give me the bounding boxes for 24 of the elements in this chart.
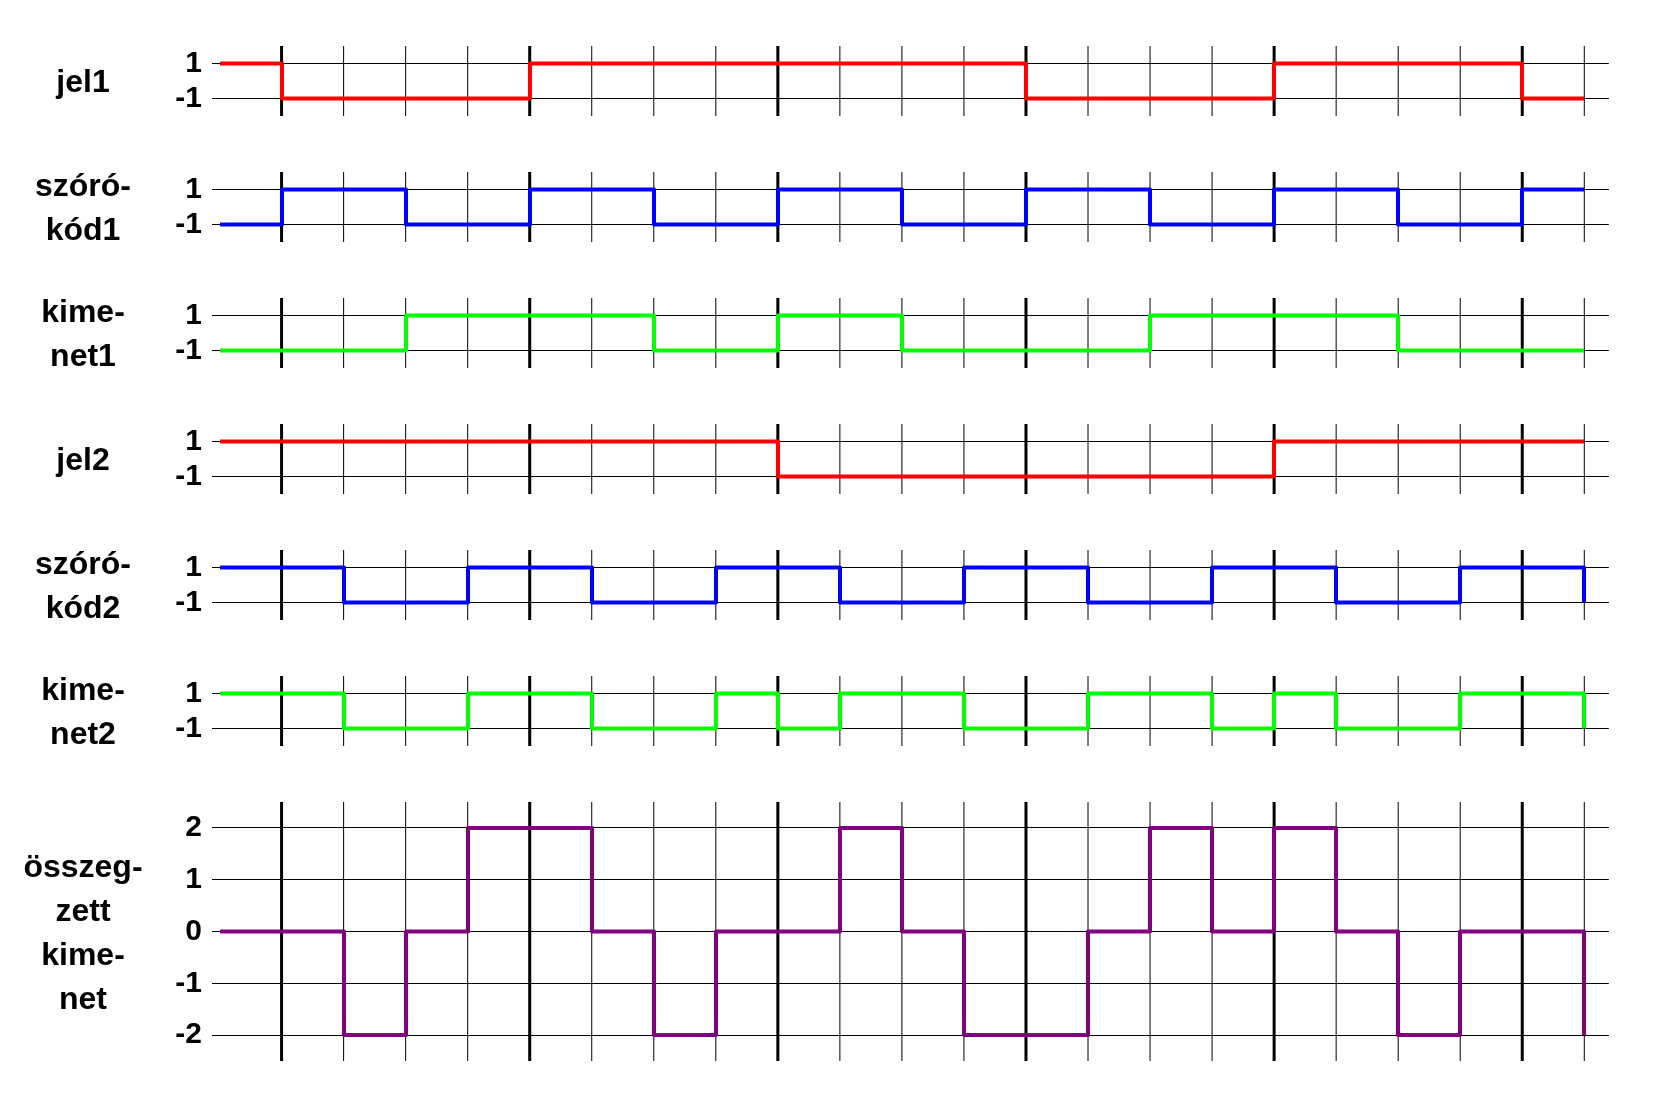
y-tick-label: 1 bbox=[185, 44, 203, 78]
y-tick-label: -1 bbox=[175, 709, 203, 743]
y-tick-label: -2 bbox=[175, 1016, 203, 1050]
y-tick-label: 1 bbox=[185, 170, 203, 204]
y-tick-label: -1 bbox=[175, 331, 203, 365]
y-tick-label: -1 bbox=[175, 205, 203, 239]
y-axis-title: szóró-kód2 bbox=[34, 544, 132, 627]
y-tick-label: 1 bbox=[185, 860, 203, 894]
y-axis-title: kime-net2 bbox=[40, 670, 126, 753]
y-tick-label: 1 bbox=[185, 674, 203, 708]
y-tick-label: 1 bbox=[185, 422, 203, 456]
y-tick-label: 1 bbox=[185, 548, 203, 582]
y-tick-label: -1 bbox=[175, 79, 203, 113]
y-tick-label: 1 bbox=[185, 296, 203, 330]
y-axis-title: összeg-zett kime-net bbox=[22, 846, 144, 1018]
y-tick-label: -1 bbox=[175, 457, 203, 491]
y-tick-label: 0 bbox=[185, 912, 203, 946]
y-axis-title: szóró-kód1 bbox=[34, 166, 132, 249]
y-axis-title: jel1 bbox=[54, 62, 111, 101]
y-axis-title: jel2 bbox=[54, 440, 111, 479]
y-tick-label: -1 bbox=[175, 583, 203, 617]
y-tick-label: -1 bbox=[175, 964, 203, 998]
y-tick-label: 2 bbox=[185, 809, 203, 843]
y-axis-title: kime-net1 bbox=[40, 292, 126, 375]
